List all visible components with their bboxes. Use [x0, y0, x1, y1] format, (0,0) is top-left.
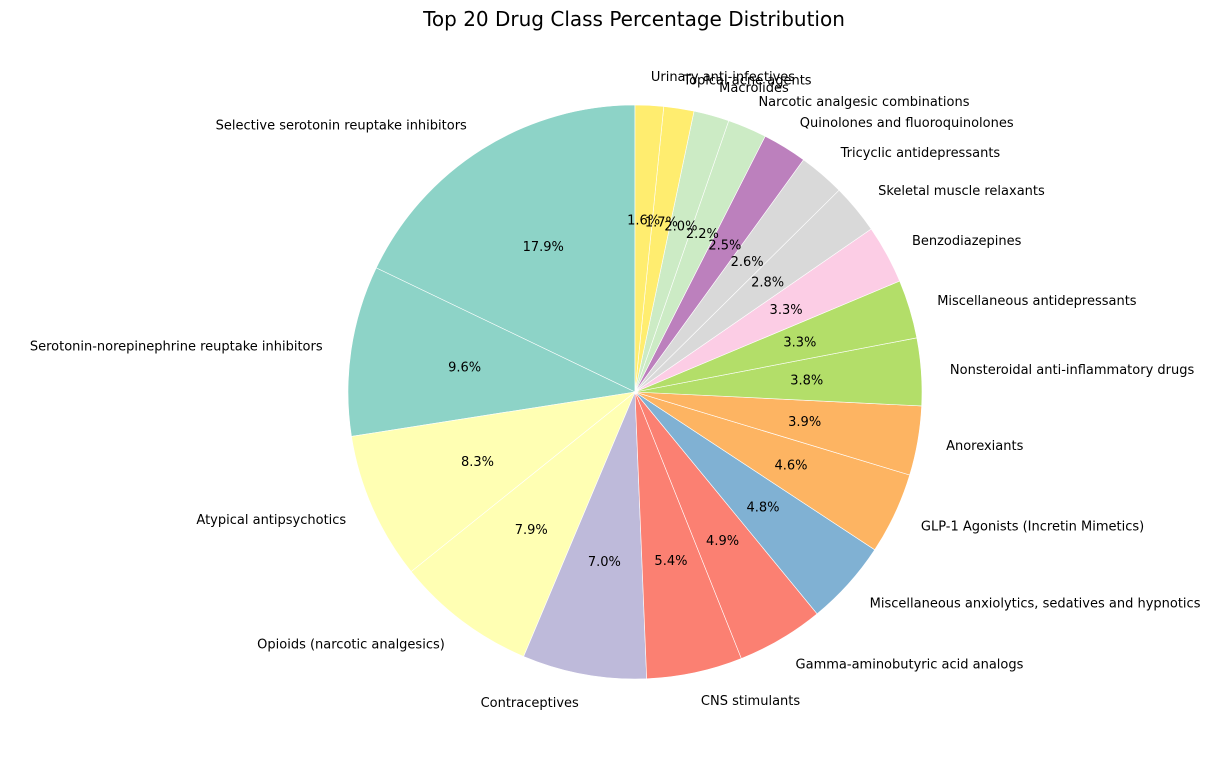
slice-category-label: Nonsteroidal anti-inflammatory drugs: [950, 363, 1195, 378]
chart-title: Top 20 Drug Class Percentage Distributio…: [422, 7, 845, 31]
slice-category-label: Macrolides: [719, 81, 789, 96]
slice-percentage-label: 2.0%: [664, 220, 697, 235]
slice-percentage-label: 2.6%: [731, 255, 764, 270]
pie-slice: [351, 391, 637, 573]
slice-category-label: Opioids (narcotic analgesics): [257, 637, 445, 652]
slice-category-label: Skeletal muscle relaxants: [878, 184, 1045, 199]
slice-percentage-label: 1.6%: [627, 214, 660, 229]
slice-category-label: Contraceptives: [481, 696, 579, 711]
slice-percentage-label: 2.2%: [686, 227, 719, 242]
slice-category-label: Selective serotonin reuptake inhibitors: [216, 118, 467, 133]
slice-category-label: Miscellaneous anxiolytics, sedatives and…: [870, 597, 1201, 612]
slice-percentage-label: 1.7%: [645, 215, 678, 230]
slice-percentage-label: 3.9%: [788, 415, 821, 430]
slice-percentage-label: 5.4%: [654, 554, 687, 569]
slice-category-label: Topical acne agents: [682, 74, 811, 89]
slice-category-label: Atypical antipsychotics: [196, 513, 346, 528]
pie-slice: [410, 391, 636, 657]
slice-category-label: Tricyclic antidepressants: [840, 146, 1001, 161]
slice-percentage-label: 3.3%: [770, 303, 803, 318]
slice-category-label: Urinary anti-infectives: [651, 70, 795, 85]
slice-category-label: Anorexiants: [946, 439, 1024, 454]
slice-category-label: Benzodiazepines: [912, 234, 1022, 249]
slice-percentage-label: 2.5%: [708, 239, 741, 254]
slice-category-label: GLP-1 Agonists (Incretin Mimetics): [921, 519, 1144, 534]
slice-percentage-label: 4.8%: [746, 501, 779, 516]
slice-category-label: Gamma-aminobutyric acid analogs: [796, 657, 1024, 672]
slice-percentage-label: 3.8%: [790, 373, 823, 388]
pie-slices: [347, 104, 923, 680]
slice-percentage-label: 9.6%: [448, 360, 481, 375]
slice-category-label: Narcotic analgesic combinations: [758, 95, 969, 110]
slice-percentage-label: 7.0%: [588, 555, 621, 570]
slice-percentage-label: 7.9%: [515, 523, 548, 538]
pie-slice: [375, 104, 636, 393]
category-labels: Selective serotonin reuptake inhibitors S…: [30, 70, 1201, 711]
slice-category-label: Serotonin-norepinephrine reuptake inhibi…: [30, 340, 323, 355]
pie-slice: [523, 391, 648, 680]
pie-slice: [634, 104, 665, 393]
pie-slice: [347, 267, 637, 437]
slice-percentage-label: 4.9%: [706, 534, 739, 549]
slice-percentage-label: 2.8%: [751, 276, 784, 291]
slice-category-label: Miscellaneous antidepressants: [937, 294, 1137, 309]
slice-category-label: CNS stimulants: [701, 694, 800, 709]
percentage-labels: 17.9% 9.6% 8.3% 7.9% 7.0% 5.4% 4.9% 4.8% 4.6% 3.9…: [448, 214, 823, 570]
slice-percentage-label: 3.3%: [783, 336, 816, 351]
slice-category-label: Quinolones and fluoroquinolones: [800, 116, 1014, 131]
slice-percentage-label: 4.6%: [774, 459, 807, 474]
slice-percentage-label: 17.9%: [523, 240, 564, 255]
slice-percentage-label: 8.3%: [461, 455, 494, 470]
